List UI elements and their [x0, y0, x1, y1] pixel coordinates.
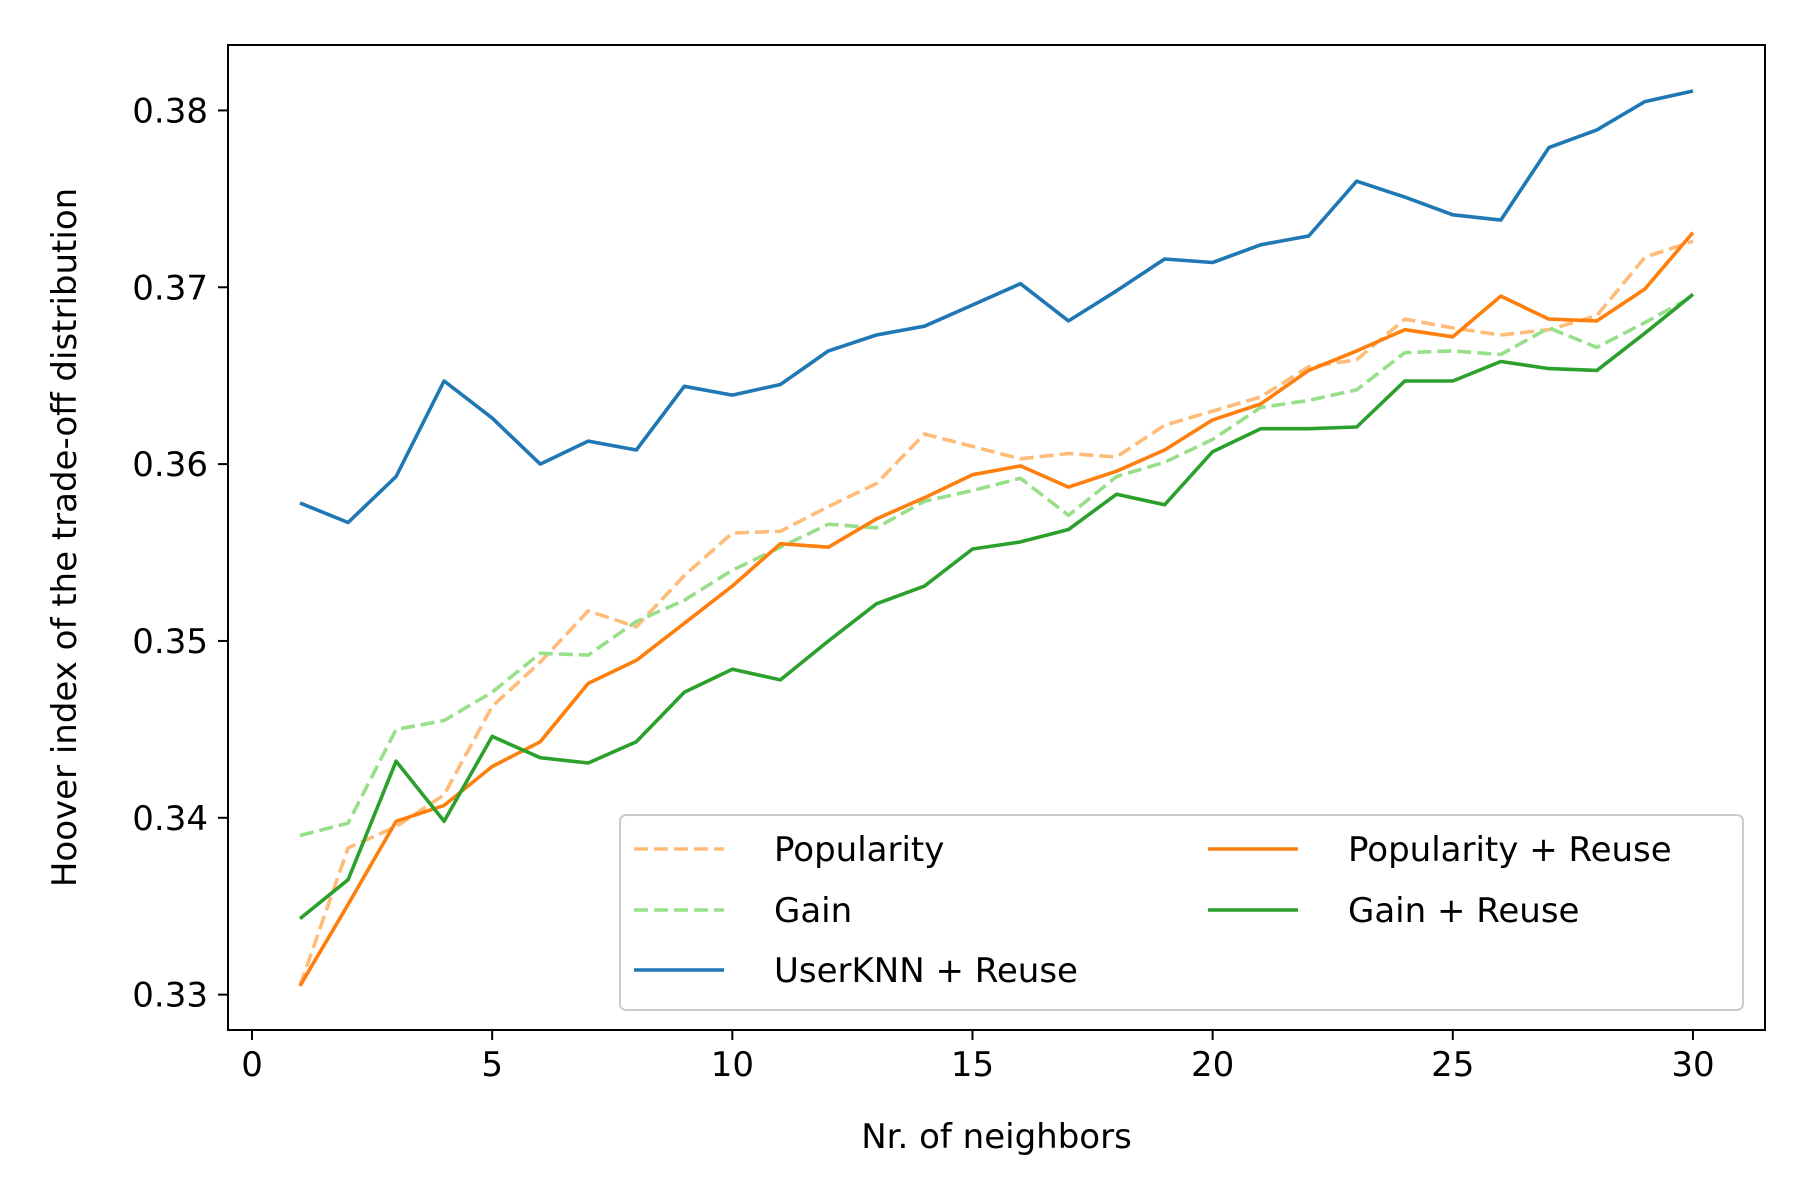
- y-tick-label: 0.34: [132, 799, 208, 839]
- y-axis-label: Hoover index of the trade-off distributi…: [45, 188, 85, 887]
- x-tick-label: 5: [481, 1045, 503, 1085]
- x-tick-label: 0: [241, 1045, 263, 1085]
- series-line-gain: [299, 294, 1694, 838]
- x-tick-label: 15: [951, 1045, 994, 1085]
- legend: Popularity Popularity + Reuse Gain Gain + R…: [619, 814, 1744, 1011]
- y-tick-label: 0.37: [132, 268, 208, 308]
- x-tick-label: 25: [1431, 1045, 1474, 1085]
- legend-label: Gain + Reuse: [1348, 891, 1579, 931]
- y-tick-label: 0.36: [132, 445, 208, 485]
- series-line-popularity-reuse: [298, 231, 1695, 987]
- legend-item: Gain + Reuse: [1208, 891, 1579, 931]
- legend-item: Popularity + Reuse: [1208, 830, 1672, 870]
- y-tick-label: 0.38: [132, 91, 208, 131]
- x-axis: 0 5 10 15 20 25 30: [241, 1030, 1715, 1085]
- legend-label: Popularity + Reuse: [1348, 830, 1672, 870]
- legend-item: Gain: [634, 891, 852, 931]
- series-line-userknn-reuse: [299, 89, 1694, 525]
- y-axis: 0.33 0.34 0.35 0.36 0.37 0.38: [132, 91, 228, 1016]
- x-axis-label: Nr. of neighbors: [861, 1117, 1132, 1157]
- legend-item: Popularity: [634, 830, 944, 870]
- legend-label: UserKNN + Reuse: [774, 951, 1078, 991]
- plot-frame: [227, 44, 1766, 1031]
- x-tick-label: 20: [1191, 1045, 1234, 1085]
- plot-lines: [298, 89, 1695, 987]
- y-tick-label: 0.33: [132, 976, 208, 1016]
- y-tick-label: 0.35: [132, 622, 208, 662]
- series-line-gain-reuse: [298, 292, 1695, 920]
- legend-box: [619, 814, 1744, 1011]
- x-tick-label: 30: [1671, 1045, 1714, 1085]
- legend-label: Popularity: [774, 830, 944, 870]
- legend-label: Gain: [774, 891, 852, 931]
- legend-item: UserKNN + Reuse: [634, 951, 1078, 991]
- x-tick-label: 10: [711, 1045, 754, 1085]
